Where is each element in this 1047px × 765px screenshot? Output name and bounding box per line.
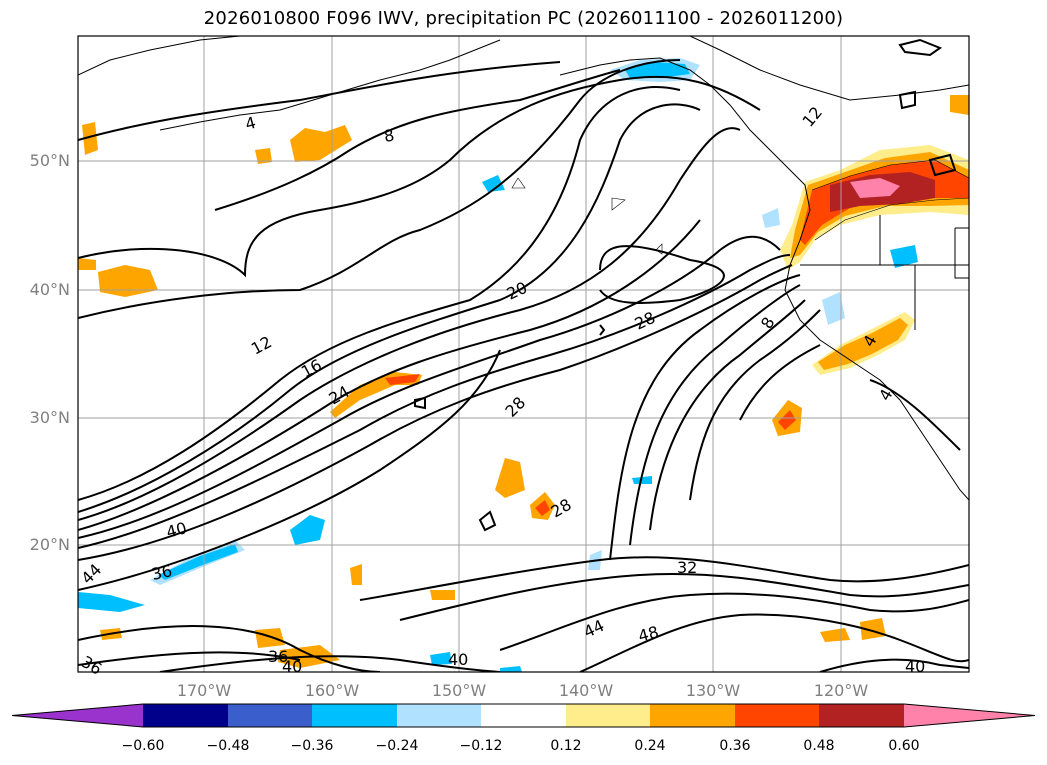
lon-label-140w: 140°W xyxy=(558,681,614,700)
contour-label: 40 xyxy=(448,650,468,669)
contour-label: 8 xyxy=(382,125,395,145)
colorbar-tick-label: −0.24 xyxy=(375,738,419,754)
colorbar-swatch xyxy=(143,704,228,727)
colorbar-tick-label: −0.48 xyxy=(206,738,250,754)
colorbar-swatch xyxy=(312,704,397,727)
precip-outlines xyxy=(511,159,969,255)
contour-label: 32 xyxy=(677,558,697,577)
map-panel xyxy=(78,36,969,672)
lat-label-30n: 30°N xyxy=(29,408,70,427)
contour-label: 36 xyxy=(150,561,174,584)
iwv-contours xyxy=(78,38,969,672)
colorbar-tick-label: −0.12 xyxy=(459,738,503,754)
precip-shading xyxy=(78,58,969,672)
colorbar-tick-label: −0.36 xyxy=(290,738,334,754)
colorbar-swatch xyxy=(566,704,650,727)
colorbar-swatch xyxy=(397,704,481,727)
colorbar-tick-label: −0.60 xyxy=(121,738,165,754)
contour-label: 48 xyxy=(636,622,661,646)
colorbar-swatch xyxy=(481,704,566,727)
map-border xyxy=(77,35,970,673)
lon-label-170w: 170°W xyxy=(176,681,232,700)
lon-label-120w: 120°W xyxy=(813,681,869,700)
colorbar-extend-low xyxy=(12,704,143,727)
colorbar-tick-label: 0.12 xyxy=(550,738,582,754)
colorbar-tick-label: 0.24 xyxy=(634,738,666,754)
contour-label: 40 xyxy=(282,657,302,676)
colorbar-swatch xyxy=(819,704,904,727)
lon-label-130w: 130°W xyxy=(685,681,741,700)
contour-label: 40 xyxy=(164,518,189,542)
colorbar xyxy=(11,703,1036,728)
lat-label-20n: 20°N xyxy=(29,535,70,554)
contour-label: 40 xyxy=(905,657,925,676)
lon-label-160w: 160°W xyxy=(304,681,360,700)
colorbar-outline xyxy=(11,703,1036,728)
colorbar-swatch xyxy=(228,704,312,727)
colorbar-swatch xyxy=(650,704,735,727)
lat-label-40n: 40°N xyxy=(29,280,70,299)
coastlines xyxy=(78,36,969,501)
colorbar-tick-label: 0.60 xyxy=(888,738,920,754)
lon-label-150w: 150°W xyxy=(431,681,487,700)
colorbar-tick-label: 0.48 xyxy=(803,738,835,754)
colorbar-swatch xyxy=(735,704,819,727)
contour-label: 36 xyxy=(268,647,288,666)
lat-label-50n: 50°N xyxy=(29,151,70,170)
colorbar-extend-high xyxy=(904,704,1035,727)
map-title: 2026010800 F096 IWV, precipitation PC (2… xyxy=(203,8,844,29)
contour-label: 4 xyxy=(243,113,258,134)
colorbar-tick-label: 0.36 xyxy=(719,738,751,754)
